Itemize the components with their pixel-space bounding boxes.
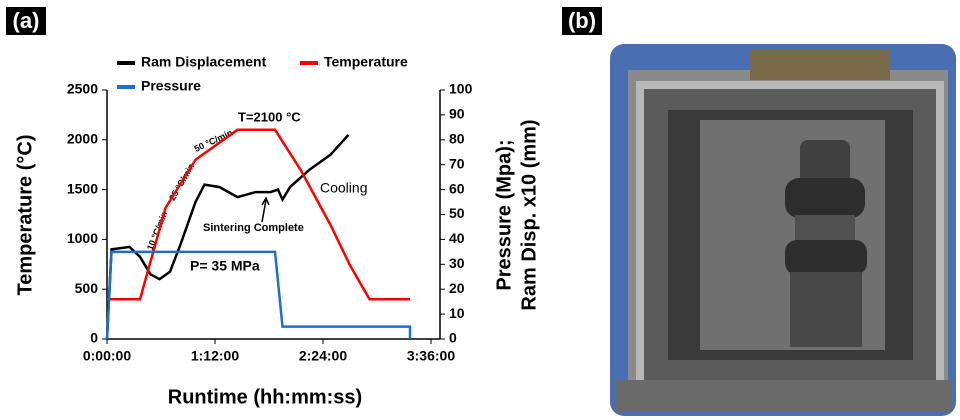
arrow [261,196,270,223]
panel-label: (a) [13,8,40,33]
y2-tick-label: 50 [449,205,465,221]
legend-label: Pressure [141,78,201,94]
y-tick-label: 2000 [67,131,98,147]
y2-tick-label: 80 [449,131,465,147]
annotation: Sintering Complete [203,222,304,234]
x-tick-label: 0:00:00 [83,348,131,364]
x-tick-label: 3:36:00 [407,348,455,364]
y2-tick-label: 70 [449,155,465,171]
annotation: P= 35 MPa [190,258,260,274]
x-tick-label: 2:24:00 [299,348,347,364]
annotation: 10 °C/min [145,210,170,252]
series-line [105,133,350,340]
annotation: 50 °C/min [193,128,234,154]
annotation: Cooling [320,180,367,196]
y2-axis-label: Pressure (Mpa); [493,139,515,290]
y2-tick-label: 90 [449,106,465,122]
y-tick-label: 0 [90,330,98,346]
y-tick-label: 2500 [67,81,98,97]
panel-label: (b) [568,8,596,33]
x-tick-label: 1:12:00 [191,348,239,364]
label-box [6,7,46,35]
y2-tick-label: 60 [449,180,465,196]
y2-tick-label: 10 [449,305,465,321]
x-axis-label: Runtime (hh:mm:ss) [168,386,362,408]
legend-label: Temperature [324,54,408,70]
y-tick-label: 1500 [67,180,98,196]
photo [610,44,956,416]
y2-tick-label: 20 [449,280,465,296]
y2-tick-label: 0 [449,330,457,346]
y2-axis-label: Ram Disp. x10 (mm) [518,119,540,310]
y2-tick-label: 30 [449,255,465,271]
legend-label: Ram Displacement [141,54,267,70]
series-line [105,250,412,340]
y-axis-label: Temperature (°C) [14,135,36,296]
annotation: T=2100 °C [238,109,301,124]
y2-tick-label: 100 [449,81,473,97]
y2-tick-label: 40 [449,230,465,246]
y-tick-label: 500 [75,280,99,296]
label-box [562,7,602,35]
series-line [107,128,410,301]
y-tick-label: 1000 [67,230,98,246]
